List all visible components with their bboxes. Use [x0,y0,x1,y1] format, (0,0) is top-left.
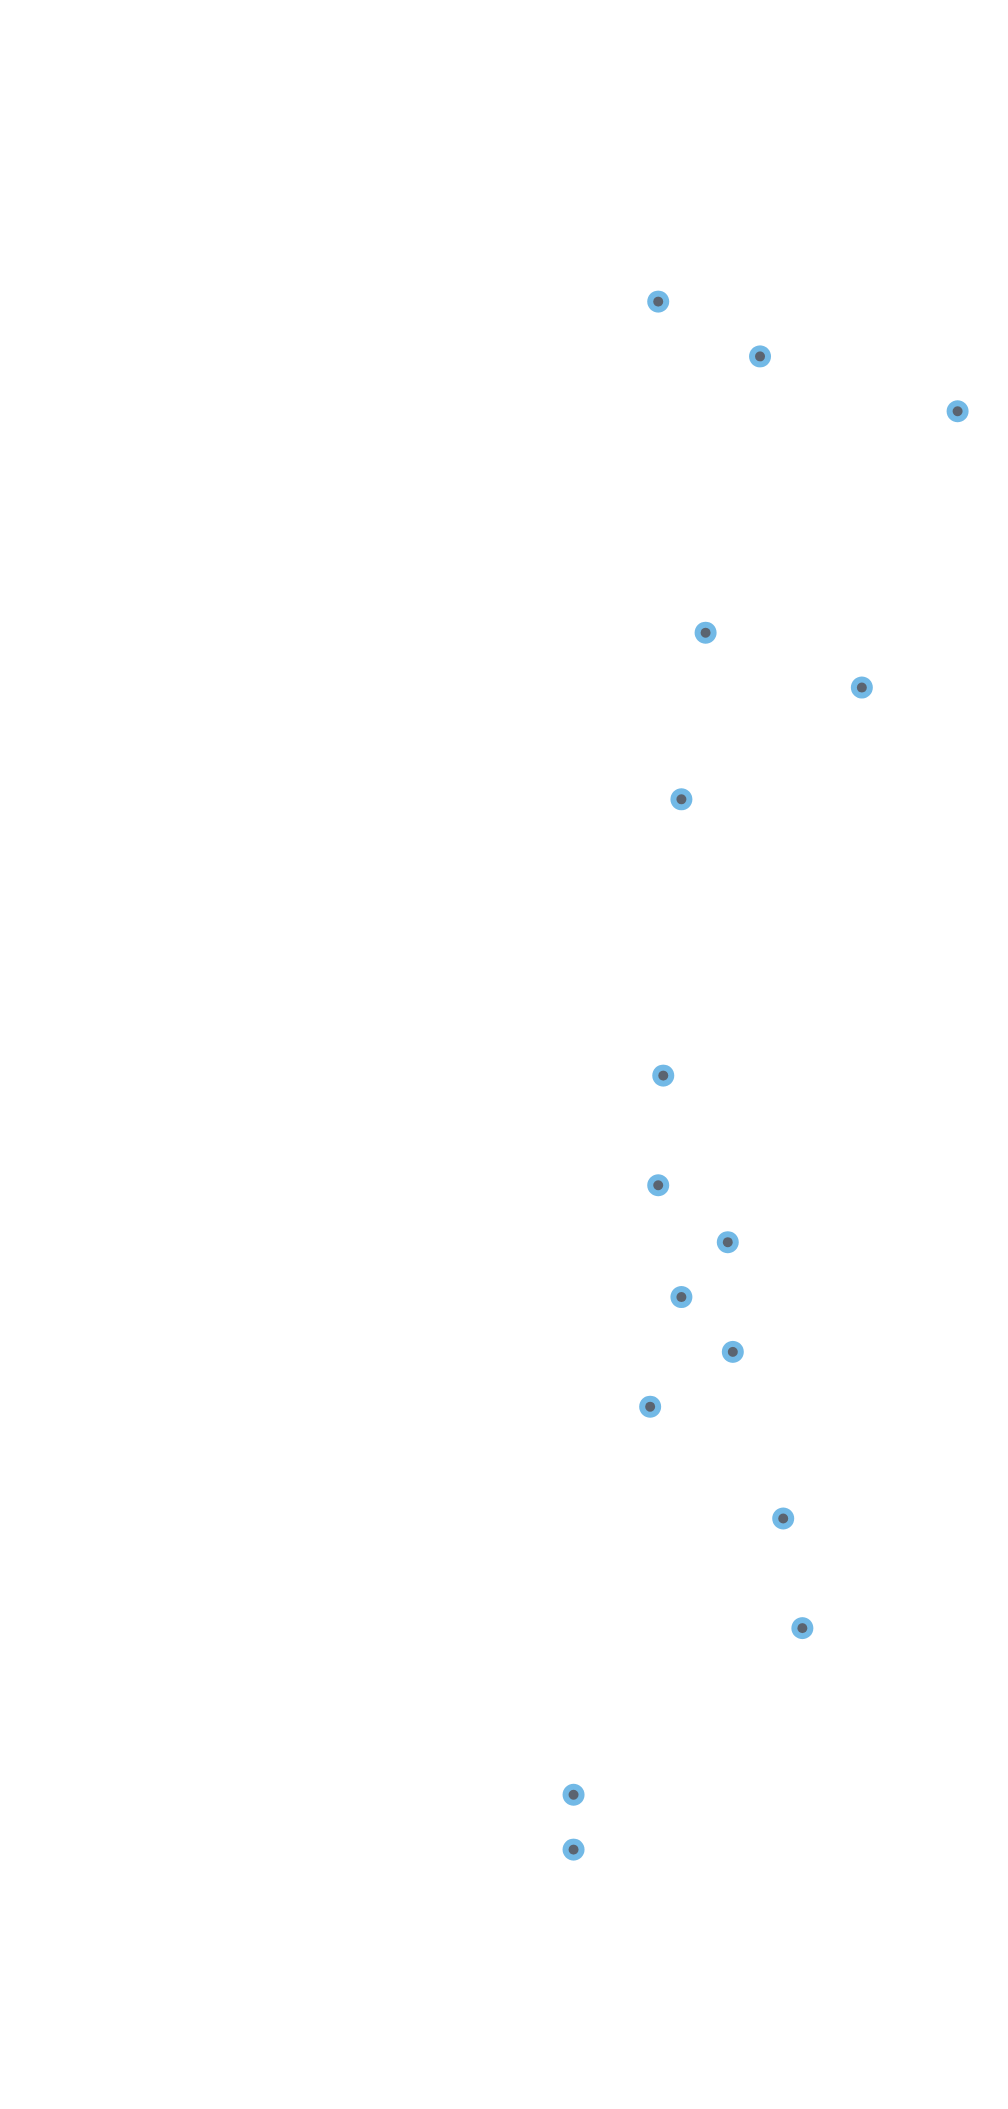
data-point-center [676,794,687,805]
data-point-center [700,627,711,638]
data-point-center [653,296,664,307]
data-point [716,1231,739,1254]
points-layer [562,290,969,1861]
data-point-center [658,1070,669,1081]
data-point [562,1838,585,1861]
data-point-center [856,682,867,693]
data-point-center [952,406,963,417]
data-point [772,1507,795,1530]
data-point [721,1340,744,1363]
data-point-center [797,1623,808,1634]
data-point-center [568,1844,579,1855]
data-point-center [676,1292,687,1303]
data-point-center [778,1513,789,1524]
data-point-center [653,1180,664,1191]
data-point-center [568,1789,579,1800]
data-point-center [645,1401,656,1412]
data-point [647,290,670,313]
data-point [670,1286,693,1309]
data-point [652,1064,675,1087]
data-point [694,621,717,644]
data-point [946,400,969,423]
data-point [670,788,693,811]
data-point [749,345,772,368]
data-point [850,676,873,699]
data-point-center [755,351,766,362]
data-point-center [727,1346,738,1357]
data-point [791,1617,814,1640]
data-point [647,1174,670,1197]
data-point [639,1395,662,1418]
data-point [562,1783,585,1806]
data-point-center [722,1237,733,1248]
